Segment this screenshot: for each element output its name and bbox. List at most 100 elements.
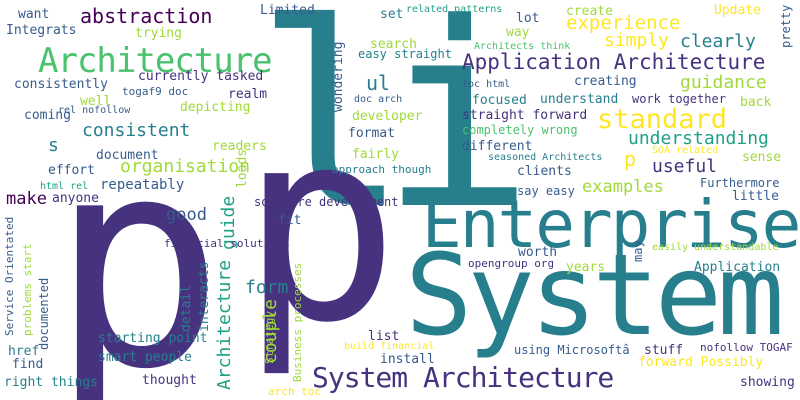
word-seasoned-architects: seasoned Architects [488,152,603,163]
word-useful: useful [652,156,718,177]
word-p-small: p [624,147,637,171]
word-business-processes: Business processes [291,262,304,382]
word-detail: detail [179,285,194,332]
word-guidance: guidance [680,72,767,93]
word-currently-tasked: currently tasked [138,69,264,84]
word-showing: showing [740,375,795,390]
word-understanding: understanding [628,128,769,149]
word-little: little [732,189,779,204]
word-work-together: work together [632,92,726,106]
word-soa-related: SOA related [652,145,719,156]
word-starting-point: starting point [98,331,208,346]
word-href: href [8,344,40,359]
word-toc-html: toc html [462,79,511,90]
word-ul: ul [366,71,391,95]
word-s: s [48,135,59,156]
word-integrats: Integrats [6,23,77,38]
word-search: search [370,37,417,52]
word-rel-nofollow: rel nofollow [58,105,131,116]
word-related-patterns: related patterns [406,4,503,15]
word-install: install [380,352,435,367]
word-say-easy: say easy [517,184,575,198]
word-architects-think: Architects think [474,41,571,52]
word-fit: fit [278,213,302,228]
word-organisation: organisation [120,156,251,177]
word-architecture-vertical: Architecture [214,259,235,390]
word-thought: thought [142,373,197,388]
word-system: System [405,231,785,361]
word-html-rel: html rel [40,181,89,192]
word-application-architecture: Application Architecture [462,50,766,74]
word-financial-solutions: financial solutions [164,237,290,250]
word-good: good [166,205,207,225]
word-nofollow-togaf: nofollow TOGAF [700,341,793,354]
word-creating: creating [574,74,637,89]
word-want: want [18,7,50,22]
word-document: document [96,148,159,163]
word-easily-understandable: easily understandable [652,242,779,253]
word-build-financial: build financial [344,341,435,352]
word-p-left: p [50,96,225,400]
word-furthermore: Furthermore [700,176,780,190]
word-opengroup-org: opengroup org [468,257,555,270]
word-examples: examples [582,177,664,197]
word-create: create [566,4,613,19]
word-developer: developer [352,109,423,124]
word-strategy: Strategy [263,311,276,364]
word-smart-people: smart people [98,350,192,365]
word-limited: Limited [260,3,315,18]
word-may: may [631,240,645,262]
word-completely-wrong: completely wrong [462,123,578,137]
word-p-center: p [240,73,400,381]
word-find: find [12,357,44,372]
word-arch-toc: arch toc [268,385,321,398]
word-service-orientated: Service Orientated [3,216,16,336]
word-list: list [368,329,400,344]
word-understand: understand [540,92,619,107]
word-software-development: software development [254,195,399,209]
word-way: way [506,25,530,40]
word-different: different [462,139,533,154]
word-readers: readers [212,139,267,154]
word-abstraction: abstraction [80,4,213,28]
word-sense: sense [742,150,782,165]
word-back: back [740,95,772,110]
word-fairly: fairly [352,147,399,162]
word-straight-forward: straight forward [462,108,588,123]
word-well: well [80,94,112,109]
word-coming: coming [24,108,71,123]
word-format: format [348,126,395,141]
word-architecture: Architecture [38,41,273,81]
word-loads: loads [235,148,250,188]
word-update: Update [714,3,761,18]
word-depicting: depicting [180,100,251,115]
word-standard: standard [597,104,728,135]
word-lot: lot [516,11,540,26]
word-wondering: wondering [331,41,346,112]
word-realm: realm [228,87,268,102]
word-doc-arch: doc arch [354,94,403,105]
word-make: make [6,189,47,209]
word-application: Application [694,260,781,275]
word-repeatably: repeatably [100,177,185,193]
word-forward-possibly: forward Possibly [638,355,764,370]
word-focused: focused [472,93,527,108]
word-years: years [566,260,606,275]
word-effort: effort [48,163,95,178]
word-form: form [245,277,289,298]
word-trying: trying [135,26,182,41]
word-simply: simply [604,30,670,51]
word-li: li [255,0,534,266]
word-interacts: interacts [197,261,212,332]
word-right-things: right things [4,375,98,390]
word-using-microsofta: using Microsoftâ [514,343,630,357]
word-clients: clients [517,164,572,179]
word-clearly: clearly [680,31,756,52]
word-approach-though: approach though [332,163,432,176]
word-easy-straight: easy straight [358,47,452,61]
word-togaf9-doc: togaf9 doc [122,85,189,98]
word-system-architecture: System Architecture [312,361,614,394]
word-stuff: stuff [644,343,684,358]
word-set: set [380,7,404,22]
